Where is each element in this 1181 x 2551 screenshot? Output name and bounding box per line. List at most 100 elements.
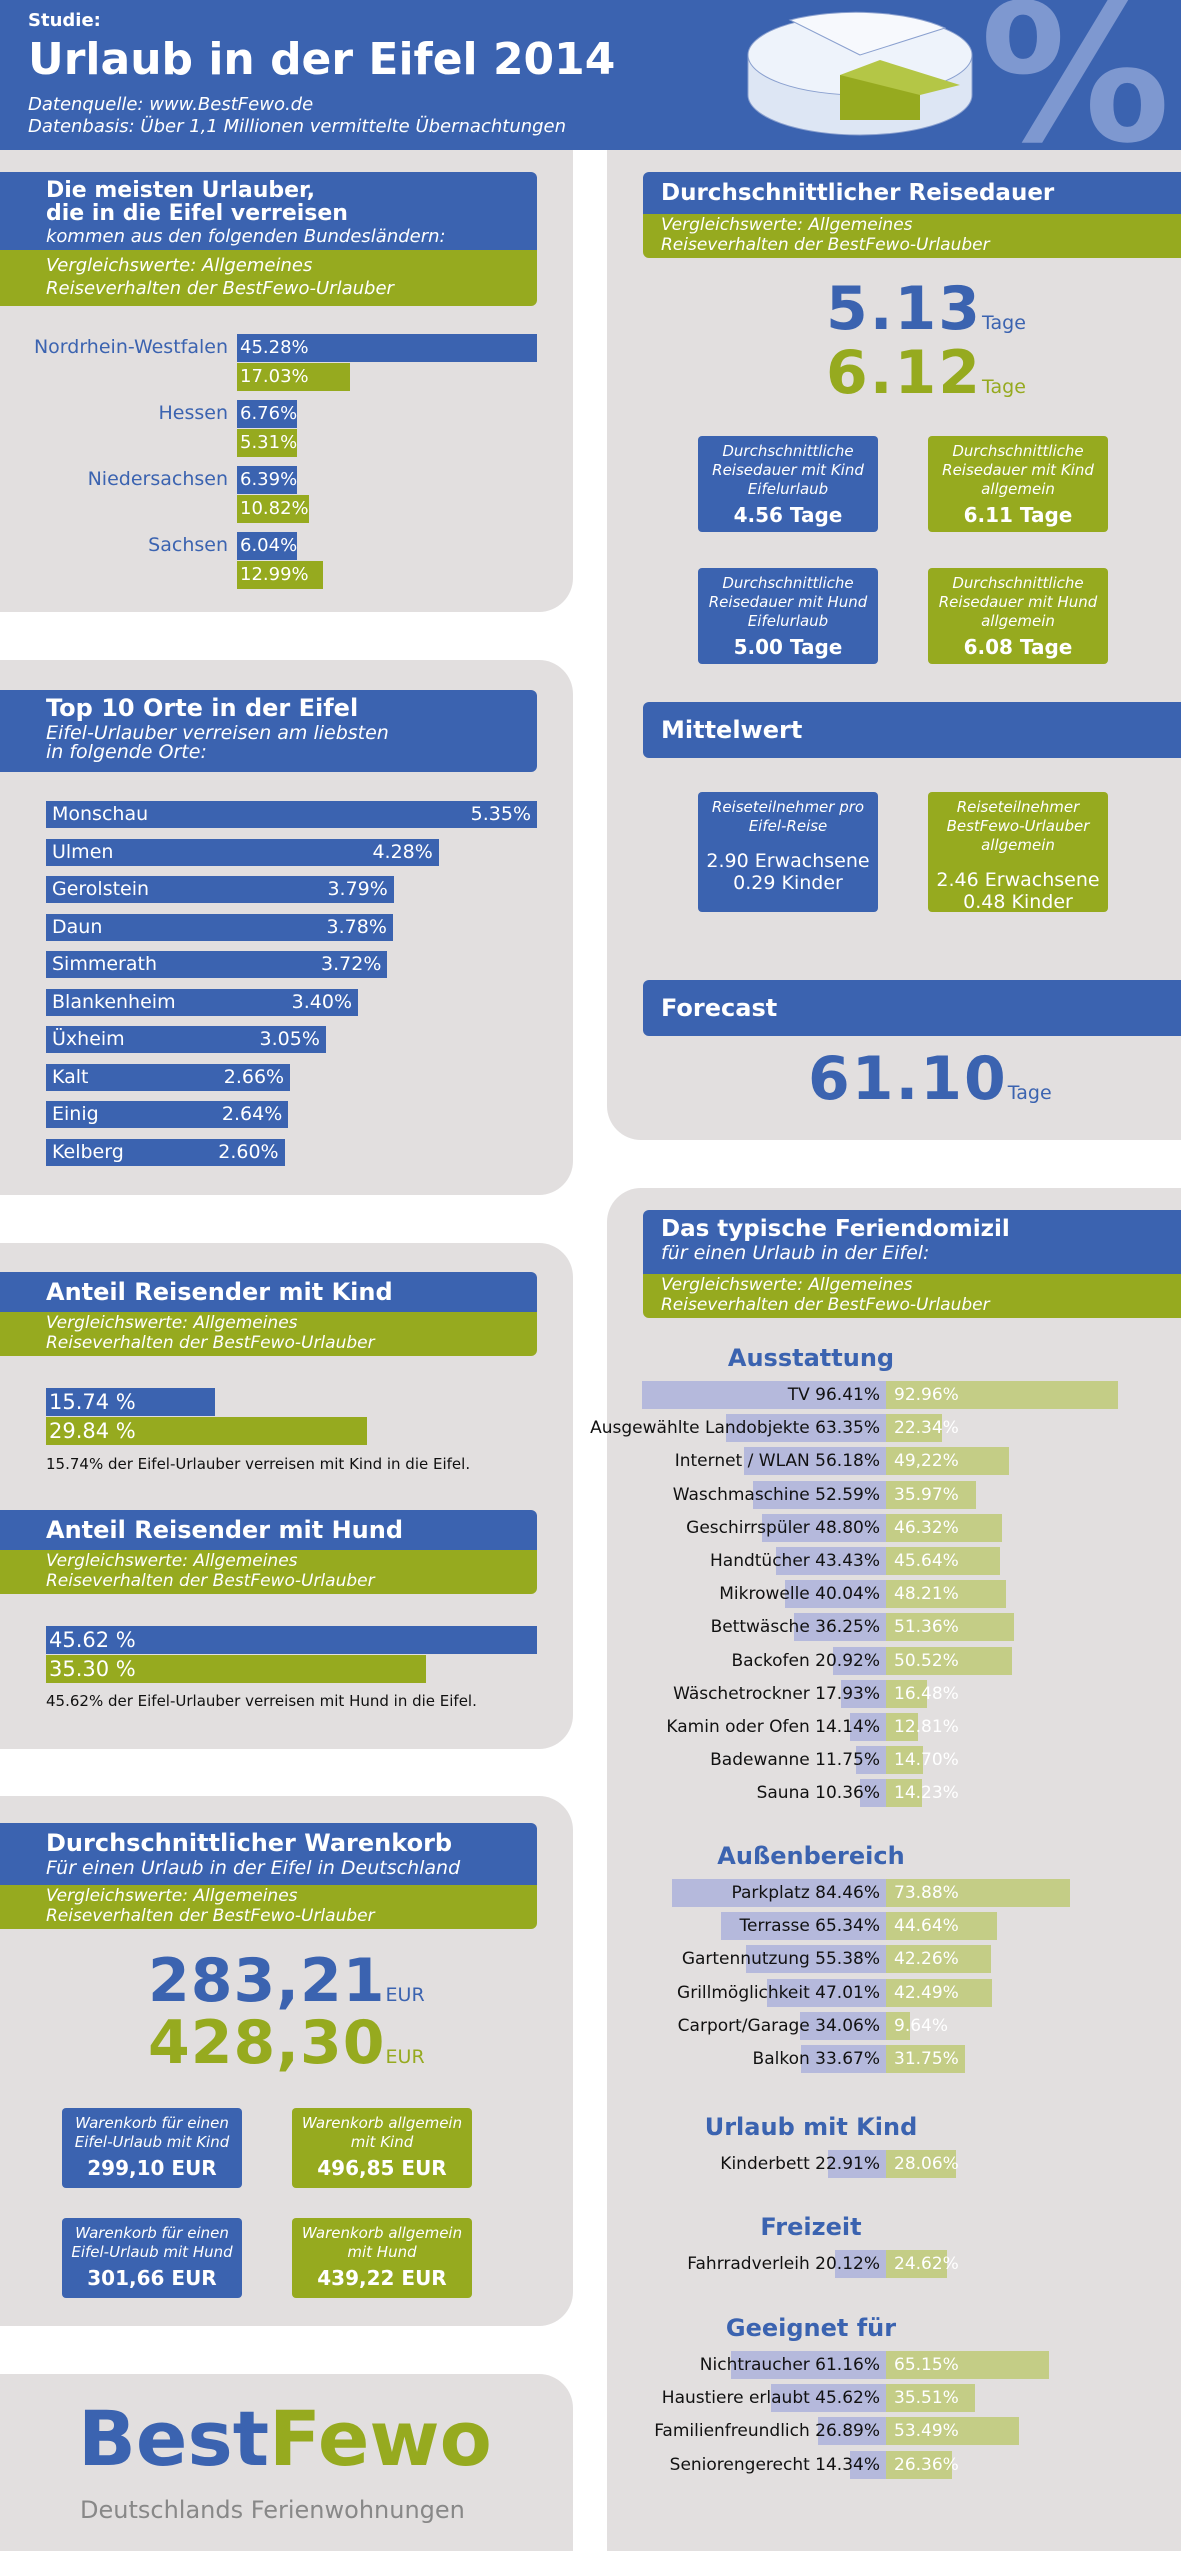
info-box: Durchschnittliche Reisedauer mit Hund allg… [928,568,1108,664]
hund-compare: Vergleichswerte: Allgemeines Reiseverhal… [0,1550,537,1594]
domizil-row-label: Haustiere erlaubt 45.62% [661,2388,880,2409]
domizil-eifel-bar [859,1779,886,1808]
domizil-row-label: Gartennutzung 55.38% [681,1949,880,1970]
top10-bar: Einig 2.64% [46,1101,289,1128]
top10-name: Kelberg [52,1140,124,1163]
compare-line-2: Reiseverhalten der BestFewo-Urlauber [46,1333,375,1353]
bundesland-label: Niedersachsen [87,468,228,490]
compare-line-2: Reiseverhalten der BestFewo-Urlauber [46,1571,375,1591]
domizil-allg-bar: 24.62% [886,2250,959,2278]
domizil-row-label: Wäschetrockner 17.93% [673,1683,880,1704]
logo-tagline: Deutschlands Ferienwohnungen [80,2496,465,2524]
domizil-allg-bar: 49,22% [886,1447,1009,1476]
reisedauer-eifel-value: 5.13Tage [826,274,1026,344]
big-value: 61.10 [808,1044,1008,1114]
top10-value: 3.79% [327,878,388,900]
info-box-text: Durchschnittliche [722,574,854,592]
info-box-text: Eifelurlaub [747,612,829,630]
big-value: 283,21 [148,1946,386,2016]
domizil-compare: Vergleichswerte: Allgemeines Reiseverhal… [643,1274,1181,1318]
svg-text:%: % [980,0,1170,150]
warenkorb-title-box: Durchschnittlicher Warenkorb Für einen U… [0,1823,537,1885]
info-box-text: Reisedauer mit Hund [938,593,1098,611]
info-box-text: mit Hund [347,2243,417,2261]
mittelwert-title: Mittelwert [643,702,1181,758]
kind-allg-bar: 29.84 % [46,1417,368,1445]
domizil-eifel-bar [835,2250,886,2278]
domizil-eifel-bar [849,2450,886,2479]
header-label: Studie: [28,10,101,31]
info-box: Warenkorb für einen Eifel-Urlaub mit Kind… [62,2108,242,2188]
bundeslaender-subtitle: kommen aus den folgenden Bundesländern: [46,226,446,247]
info-box-text: Eifel-Urlaub mit Hund [71,2243,233,2261]
domizil-allg-bar: 31.75% [886,2045,966,2073]
top10-value: 4.28% [372,840,433,863]
info-box-text: BestFewo-Urlauber [946,817,1090,835]
bundesland-eifel-bar: 6.76% [237,400,297,428]
bundeslaender-title-1: Die meisten Urlauber, [46,178,316,203]
bundeslaender-title-box: Die meisten Urlauber, die in die Eifel v… [0,172,537,258]
domizil-allg-bar: 46.32% [886,1513,1002,1542]
domizil-eifel-bar [725,1414,886,1443]
compare-line-1: Vergleichswerte: Allgemeines [46,1886,298,1906]
domizil-allg-bar: 65.15% [886,2351,1049,2379]
domizil-eifel-bar [833,1646,886,1675]
value-line: 2.46 Erwachsene [936,869,1100,891]
unit: Tage [982,376,1026,398]
domizil-section-title: Urlaub mit Kind [704,2113,918,2141]
panel-logo [0,2374,573,2551]
info-box-text: Durchschnittliche [952,574,1084,592]
forecast-title: Forecast [643,980,1181,1036]
domizil-eifel-bar [776,1547,886,1575]
domizil-row-label: Carport/Garage 34.06% [677,2015,880,2036]
info-box-text: Reiseteilnehmer [956,798,1080,816]
info-box-text: Reisedauer mit Kind [942,461,1094,479]
domizil-row-label: Fahrradverleih 20.12% [687,2254,880,2274]
info-box-value: 4.56 Tage [733,503,843,527]
domizil-row-label: Familienfreundlich 26.89% [654,2421,880,2442]
top10-subtitle-1: Eifel-Urlauber verreisen am liebsten [46,722,389,744]
top10-bar: Kelberg 2.60% [46,1138,285,1166]
info-box-text: allgemein [981,480,1055,498]
domizil-eifel-bar [731,2351,886,2379]
compare-line-1: Vergleichswerte: Allgemeines [46,1313,298,1333]
domizil-subtitle: für einen Urlaub in der Eifel: [661,1242,930,1264]
domizil-row-label: Parkplatz 84.46% [731,1883,880,1903]
top10-value: 3.78% [326,915,387,938]
info-box-values: 2.90 Erwachsene 0.29 Kinder [698,850,878,894]
top10-value: 3.05% [259,1028,320,1050]
top10-bar: Simmerath 3.72% [46,951,388,978]
big-value: 428,30 [148,2008,386,2078]
top10-value: 2.60% [218,1140,279,1163]
logo-best: Best [78,2394,270,2483]
bundesland-allg-bar: 5.31% [237,429,297,457]
top10-value: 3.72% [321,953,382,975]
domizil-row-label: Seniorengerecht 14.34% [669,2454,880,2475]
domizil-allg-bar: 45.64% [886,1547,1000,1575]
unit: EUR [385,1984,425,2006]
top10-name: Daun [52,915,103,938]
bundesland-eifel-bar: 6.39% [237,466,297,494]
domizil-allg-bar: 51.36% [886,1613,1015,1642]
info-box-text: Eifelurlaub [747,480,829,498]
bundeslaender-title-2: die in die Eifel verreisen [46,201,348,226]
domizil-row-label: Terrasse 65.34% [739,1916,880,1937]
domizil-row-label: Ausgewählte Landobjekte 63.35% [590,1418,880,1439]
forecast-value: 61.10Tage [808,1044,1052,1114]
warenkorb-eifel-value: 283,21EUR [148,1946,425,2016]
reisedauer-title: Durchschnittlicher Reisedauer [643,172,1181,214]
top10-name: Blankenheim [52,990,176,1013]
compare-line-2: Reiseverhalten der BestFewo-Urlauber [661,1295,990,1315]
info-box-text: allgemein [981,612,1055,630]
warenkorb-allg-value: 428,30EUR [148,2008,425,2078]
info-box-text: Warenkorb allgemein [301,2114,463,2132]
info-box: Reiseteilnehmer pro Eifel-Reise 2.90 Erwac… [698,792,878,912]
domizil-eifel-bar [720,1912,886,1941]
top10-name: Ulmen [52,840,114,863]
domizil-allg-bar: 26.36% [886,2450,959,2479]
value-line: 0.48 Kinder [963,891,1073,913]
top10-name: Simmerath [52,953,157,975]
compare-line-1: Vergleichswerte: Allgemeines [46,1551,298,1571]
top10-name: Kalt [52,1065,89,1088]
kind-note: 15.74% der Eifel-Urlauber verreisen mit … [46,1455,471,1473]
